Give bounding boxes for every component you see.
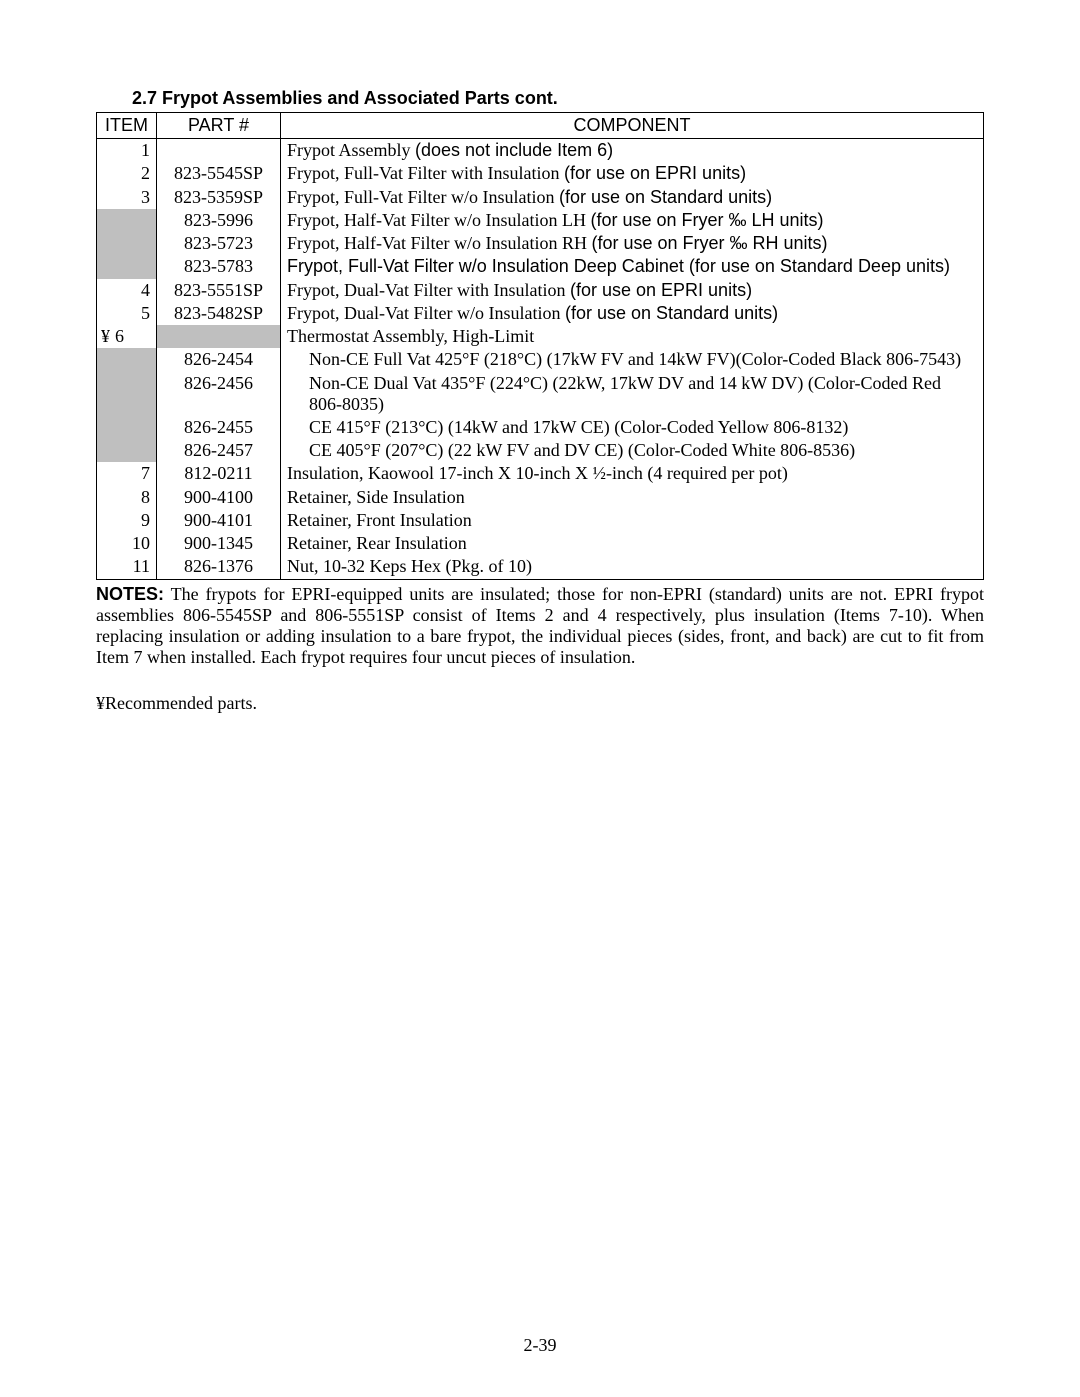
cell-component: Insulation, Kaowool 17-inch X 10-inch X … [281,462,984,485]
cell-item: 2 [97,162,157,185]
parts-table: ITEM PART # COMPONENT 1 Frypot Assembly (… [96,112,984,580]
cell-part: 900-4100 [157,486,281,509]
cell-item: 7 [97,462,157,485]
cell-component: Frypot, Dual-Vat Filter w/o Insulation (… [281,302,984,325]
cell-item [97,209,157,232]
table-row: 5823-5482SPFrypot, Dual-Vat Filter w/o I… [97,302,984,325]
table-row: 3823-5359SPFrypot, Full-Vat Filter w/o I… [97,186,984,209]
cell-item [97,255,157,278]
recommended-parts: ¥Recommended parts. [96,693,984,715]
notes-body: The frypots for EPRI-equipped units are … [96,584,984,668]
cell-item: 5 [97,302,157,325]
cell-component: Thermostat Assembly, High-Limit [281,325,984,348]
cell-item: 9 [97,509,157,532]
cell-component: Frypot, Full-Vat Filter with Insulation … [281,162,984,185]
cell-component: Frypot, Full-Vat Filter w/o Insulation D… [281,255,984,278]
table-row: 826-2454Non-CE Full Vat 425°F (218°C) (1… [97,348,984,371]
table-row: 8900-4100Retainer, Side Insulation [97,486,984,509]
cell-item: 10 [97,532,157,555]
cell-part: 900-4101 [157,509,281,532]
col-component: COMPONENT [281,112,984,139]
notes-paragraph: NOTES: The frypots for EPRI-equipped uni… [96,584,984,669]
cell-item [97,372,157,416]
cell-component: Frypot, Half-Vat Filter w/o Insulation R… [281,232,984,255]
table-row: ¥6 Thermostat Assembly, High-Limit [97,325,984,348]
table-row: 4823-5551SPFrypot, Dual-Vat Filter with … [97,279,984,302]
cell-item [97,232,157,255]
cell-component: CE 415°F (213°C) (14kW and 17kW CE) (Col… [281,416,984,439]
cell-part: 826-2456 [157,372,281,416]
cell-item: 3 [97,186,157,209]
cell-part: 812-0211 [157,462,281,485]
table-row: 11826-1376Nut, 10-32 Keps Hex (Pkg. of 1… [97,555,984,579]
cell-part: 826-1376 [157,555,281,579]
cell-component: Frypot, Full-Vat Filter w/o Insulation (… [281,186,984,209]
table-row: 826-2455CE 415°F (213°C) (14kW and 17kW … [97,416,984,439]
cell-part: 823-5545SP [157,162,281,185]
cell-part: 823-5783 [157,255,281,278]
cell-part: 826-2455 [157,416,281,439]
cell-component: Frypot Assembly (does not include Item 6… [281,139,984,163]
cell-component: Retainer, Rear Insulation [281,532,984,555]
cell-component: Frypot, Dual-Vat Filter with Insulation … [281,279,984,302]
cell-part: 826-2457 [157,439,281,462]
cell-part: 900-1345 [157,532,281,555]
cell-part: 823-5482SP [157,302,281,325]
cell-item: 1 [97,139,157,163]
table-header-row: ITEM PART # COMPONENT [97,112,984,139]
table-row: 826-2456Non-CE Dual Vat 435°F (224°C) (2… [97,372,984,416]
cell-item [97,439,157,462]
table-row: 7812-0211Insulation, Kaowool 17-inch X 1… [97,462,984,485]
table-row: 823-5723Frypot, Half-Vat Filter w/o Insu… [97,232,984,255]
table-row: 1 Frypot Assembly (does not include Item … [97,139,984,163]
table-row: 10900-1345Retainer, Rear Insulation [97,532,984,555]
cell-component: Non-CE Full Vat 425°F (218°C) (17kW FV a… [281,348,984,371]
cell-component: CE 405°F (207°C) (22 kW FV and DV CE) (C… [281,439,984,462]
cell-part: 823-5551SP [157,279,281,302]
col-part: PART # [157,112,281,139]
cell-item: 11 [97,555,157,579]
page-number: 2-39 [0,1335,1080,1357]
cell-item [97,416,157,439]
cell-item: 4 [97,279,157,302]
section-title: 2.7 Frypot Assemblies and Associated Par… [132,88,984,110]
cell-part [157,325,281,348]
notes-label: NOTES: [96,584,164,604]
cell-component: Non-CE Dual Vat 435°F (224°C) (22kW, 17k… [281,372,984,416]
cell-part: 823-5723 [157,232,281,255]
cell-item: ¥6 [97,325,157,348]
cell-part [157,139,281,163]
table-row: 826-2457CE 405°F (207°C) (22 kW FV and D… [97,439,984,462]
cell-component: Retainer, Front Insulation [281,509,984,532]
table-row: 823-5783Frypot, Full-Vat Filter w/o Insu… [97,255,984,278]
table-row: 2823-5545SPFrypot, Full-Vat Filter with … [97,162,984,185]
cell-component: Retainer, Side Insulation [281,486,984,509]
cell-part: 823-5359SP [157,186,281,209]
cell-item [97,348,157,371]
cell-component: Nut, 10-32 Keps Hex (Pkg. of 10) [281,555,984,579]
col-item: ITEM [97,112,157,139]
cell-part: 823-5996 [157,209,281,232]
cell-part: 826-2454 [157,348,281,371]
cell-item: 8 [97,486,157,509]
table-row: 9900-4101Retainer, Front Insulation [97,509,984,532]
cell-component: Frypot, Half-Vat Filter w/o Insulation L… [281,209,984,232]
table-row: 823-5996Frypot, Half-Vat Filter w/o Insu… [97,209,984,232]
